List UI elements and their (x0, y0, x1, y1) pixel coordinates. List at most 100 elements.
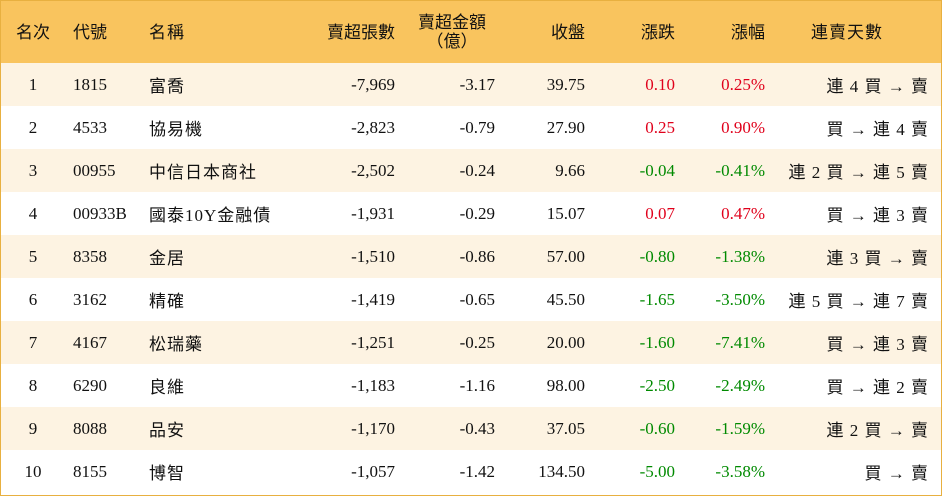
change-cell: 0.10 (645, 74, 675, 94)
code-cell: 00933B (73, 203, 127, 223)
header-change: 漲跌 (641, 22, 675, 42)
net-sell-amount-cell: -0.86 (459, 246, 495, 266)
net-sell-lots-cell: -1,183 (351, 375, 395, 395)
table-row: 5 8358 金居 -1,510 -0.86 57.00 -0.80 -1.38% 連 3 買 … (1, 235, 941, 278)
change-pct-cell: 0.25% (721, 74, 765, 94)
code-cell: 1815 (73, 74, 107, 94)
table-row: 1 1815 富喬 -7,969 -3.17 39.75 0.10 0.25% 連 4 買 → … (1, 63, 941, 106)
header-row: 名次 代號 名稱 賣超張數 賣超金額 （億） 收盤 漲跌 漲幅 連賣天數 (1, 1, 941, 63)
net-sell-lots-cell: -1,419 (351, 289, 395, 309)
net-sell-amount-cell: -0.25 (459, 332, 495, 352)
net-sell-amount-cell: -0.29 (459, 203, 495, 223)
streak-cell: 買 → 賣 (864, 464, 929, 483)
table-row: 6 3162 精確 -1,419 -0.65 45.50 -1.65 -3.50% 連 5 買 … (1, 278, 941, 321)
net-sell-amount-cell: -0.79 (459, 117, 495, 137)
header-net-sell-amount-unit: （億） (426, 32, 478, 51)
streak-cell: 買 → 連 2 賣 (826, 378, 929, 397)
name-cell: 良維 (149, 378, 185, 397)
net-sell-amount-cell: -0.65 (459, 289, 495, 309)
name-cell: 品安 (149, 421, 185, 440)
rank-cell: 2 (28, 117, 38, 137)
rank-cell: 9 (28, 418, 38, 438)
header-change-pct: 漲幅 (731, 22, 765, 42)
net-sell-lots-cell: -1,251 (351, 332, 395, 352)
rank-cell: 1 (28, 74, 38, 94)
change-pct-cell: -1.38% (715, 246, 765, 266)
net-sell-amount-cell: -1.42 (459, 461, 495, 481)
net-sell-amount-cell: -3.17 (459, 74, 495, 94)
table-header: 名次 代號 名稱 賣超張數 賣超金額 （億） 收盤 漲跌 漲幅 連賣天數 (1, 1, 941, 63)
net-sell-lots-cell: -1,170 (351, 418, 395, 438)
rank-cell: 7 (28, 332, 38, 352)
streak-cell: 買 → 連 3 賣 (826, 206, 929, 225)
net-sell-lots-cell: -1,931 (351, 203, 395, 223)
change-pct-cell: -3.50% (715, 289, 765, 309)
net-sell-lots-cell: -2,823 (351, 117, 395, 137)
change-cell: -0.04 (639, 160, 675, 180)
close-cell: 27.90 (546, 117, 585, 137)
change-cell: 0.25 (645, 117, 675, 137)
name-cell: 博智 (149, 464, 185, 483)
rank-cell: 3 (28, 160, 38, 180)
name-cell: 松瑞藥 (149, 335, 203, 354)
net-sell-lots-cell: -2,502 (351, 160, 395, 180)
name-cell: 精確 (149, 292, 185, 311)
change-cell: 0.07 (645, 203, 675, 223)
streak-cell: 買 → 連 4 賣 (826, 120, 929, 139)
net-sell-amount-cell: -0.24 (459, 160, 495, 180)
code-cell: 3162 (73, 289, 107, 309)
close-cell: 45.50 (546, 289, 585, 309)
streak-cell: 連 2 買 → 連 5 賣 (788, 163, 929, 182)
close-cell: 20.00 (546, 332, 585, 352)
close-cell: 57.00 (546, 246, 585, 266)
code-cell: 4533 (73, 117, 107, 137)
net-sell-lots-cell: -1,510 (351, 246, 395, 266)
header-code: 代號 (73, 22, 107, 42)
code-cell: 8155 (73, 461, 107, 481)
name-cell: 富喬 (149, 77, 185, 96)
change-pct-cell: -1.59% (715, 418, 765, 438)
change-cell: -0.80 (639, 246, 675, 266)
table-row: 2 4533 協易機 -2,823 -0.79 27.90 0.25 0.90% 買 → 連 4… (1, 106, 941, 149)
change-pct-cell: 0.47% (721, 203, 765, 223)
rank-cell: 4 (28, 203, 38, 223)
rank-cell: 8 (28, 375, 38, 395)
header-name: 名稱 (149, 22, 185, 42)
change-cell: -1.65 (639, 289, 675, 309)
change-pct-cell: -3.58% (715, 461, 765, 481)
code-cell: 8088 (73, 418, 107, 438)
code-cell: 00955 (73, 160, 116, 180)
net-sell-amount-cell: -1.16 (459, 375, 495, 395)
table-row: 8 6290 良維 -1,183 -1.16 98.00 -2.50 -2.49% 買 → 連 … (1, 364, 941, 407)
change-pct-cell: -0.41% (715, 160, 765, 180)
header-rank: 名次 (16, 22, 50, 42)
code-cell: 8358 (73, 246, 107, 266)
header-net-sell-amount: 賣超金額 （億） (395, 1, 495, 63)
table-row: 4 00933B 國泰10Y金融債 -1,931 -0.29 15.07 0.07 0.47%… (1, 192, 941, 235)
name-cell: 國泰10Y金融債 (149, 206, 272, 225)
rank-cell: 6 (28, 289, 38, 309)
name-cell: 金居 (149, 249, 185, 268)
table-row: 7 4167 松瑞藥 -1,251 -0.25 20.00 -1.60 -7.41% 買 → 連… (1, 321, 941, 364)
net-sell-amount-cell: -0.43 (459, 418, 495, 438)
change-cell: -5.00 (639, 461, 675, 481)
table-row: 9 8088 品安 -1,170 -0.43 37.05 -0.60 -1.59% 連 2 買 … (1, 407, 941, 450)
net-sell-lots-cell: -7,969 (351, 74, 395, 94)
header-close: 收盤 (551, 22, 585, 42)
change-pct-cell: -7.41% (715, 332, 765, 352)
rank-cell: 5 (28, 246, 38, 266)
close-cell: 9.66 (555, 160, 585, 180)
streak-cell: 連 2 買 → 賣 (826, 421, 929, 440)
close-cell: 37.05 (546, 418, 585, 438)
close-cell: 15.07 (546, 203, 585, 223)
header-net-sell-amount-label: 賣超金額 (418, 13, 486, 32)
name-cell: 協易機 (149, 120, 203, 139)
streak-cell: 連 3 買 → 賣 (826, 249, 929, 268)
close-cell: 39.75 (546, 74, 585, 94)
change-cell: -1.60 (639, 332, 675, 352)
table-row: 10 8155 博智 -1,057 -1.42 134.50 -5.00 -3.58% 買 → … (1, 450, 941, 493)
header-streak: 連賣天數 (811, 22, 883, 42)
name-cell: 中信日本商社 (149, 163, 257, 182)
streak-cell: 買 → 連 3 賣 (826, 335, 929, 354)
